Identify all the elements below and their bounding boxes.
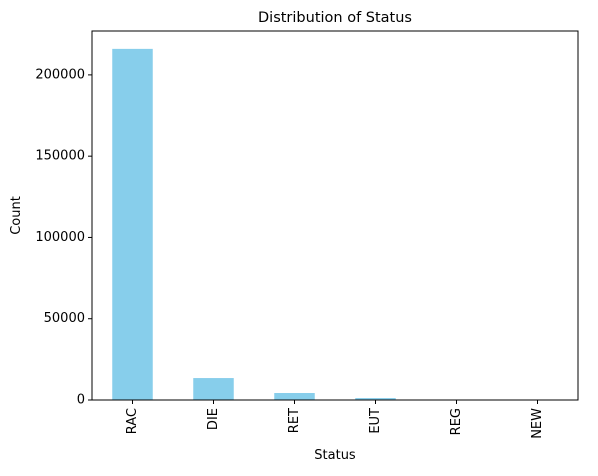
y-tick-label: 150000 bbox=[35, 149, 85, 164]
y-tick-label: 50000 bbox=[44, 311, 85, 326]
chart-title: Distribution of Status bbox=[258, 10, 412, 26]
x-tick-label: RET bbox=[287, 408, 302, 433]
y-axis-ticks: 0 50000 100000 150000 200000 bbox=[35, 67, 92, 407]
plot-frame bbox=[92, 31, 578, 400]
x-tick-label: RAC bbox=[125, 408, 140, 434]
x-axis-label: Status bbox=[314, 448, 356, 463]
bar-ret bbox=[274, 393, 315, 400]
y-axis-label: Count bbox=[9, 196, 24, 235]
x-axis-ticks: RAC DIE RET EUT REG NEW bbox=[125, 400, 545, 439]
y-tick-label: 100000 bbox=[35, 230, 85, 245]
x-tick-label: REG bbox=[449, 408, 464, 435]
y-tick-label: 200000 bbox=[35, 67, 85, 82]
bar-rac bbox=[112, 49, 153, 400]
y-tick-label: 0 bbox=[77, 393, 85, 408]
x-tick-label: DIE bbox=[206, 408, 221, 430]
bar-die bbox=[193, 378, 234, 400]
x-tick-label: EUT bbox=[368, 408, 383, 434]
bars bbox=[112, 49, 558, 400]
x-tick-label: NEW bbox=[530, 408, 545, 439]
